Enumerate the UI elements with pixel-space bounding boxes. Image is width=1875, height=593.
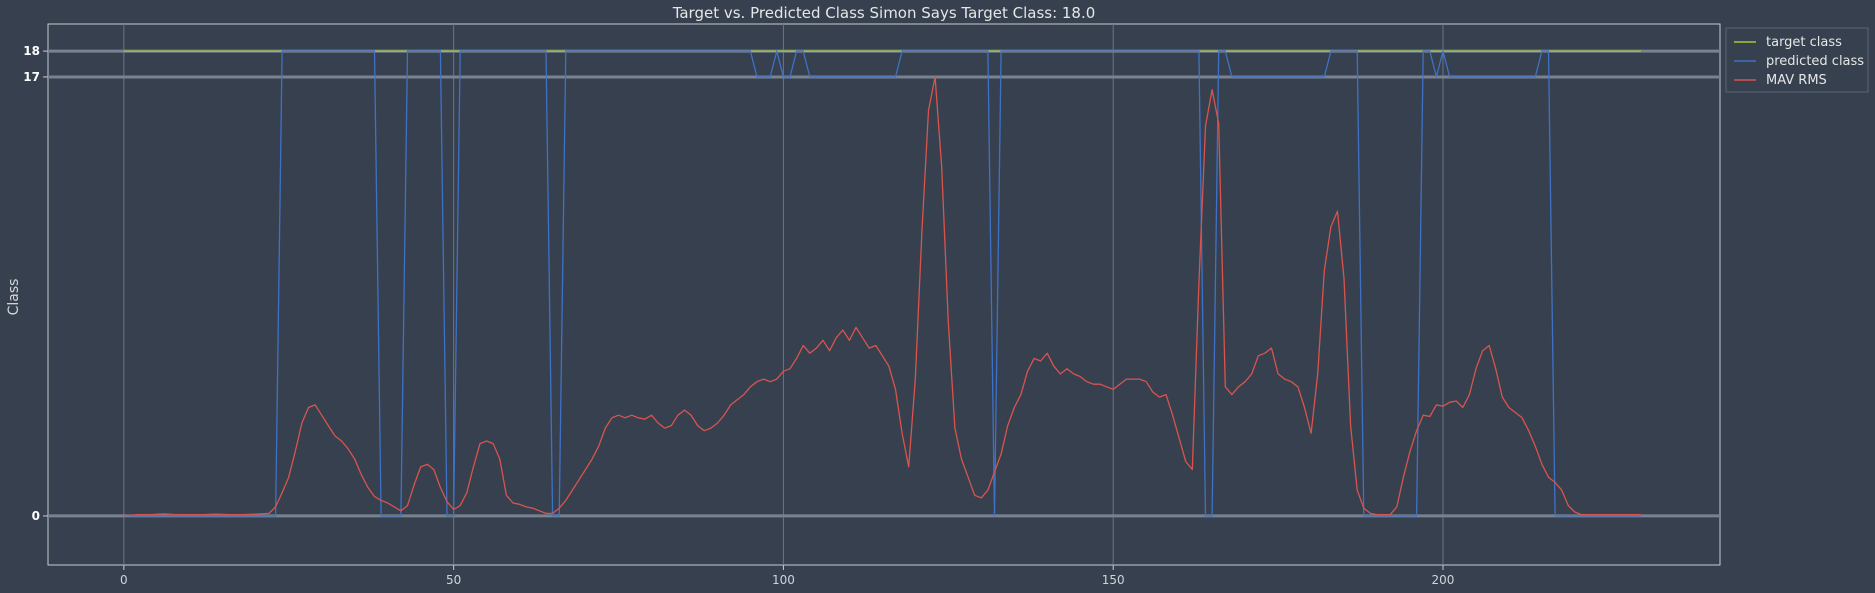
series-line-predicted-class: [123, 50, 1641, 517]
plot-area: [47, 23, 1721, 566]
legend-label: MAV RMS: [1766, 73, 1827, 88]
x-axis-ticks: 0 50 100 150 200: [120, 565, 1454, 587]
legend-label: predicted class: [1766, 54, 1864, 69]
series-layer: [123, 50, 1641, 517]
x-tick-label: 50: [446, 573, 461, 587]
x-tick-label: 100: [772, 573, 795, 587]
series-line-mav-rms: [123, 76, 1641, 517]
x-tick-label: 0: [120, 573, 128, 587]
y-axis-ticks: 0 17 18: [23, 44, 48, 523]
chart-title: Target vs. Predicted Class Simon Says Ta…: [672, 4, 1096, 22]
legend: target class predicted class MAV RMS: [1725, 27, 1869, 93]
legend-label: target class: [1766, 35, 1842, 50]
y-tick-label: 0: [32, 509, 40, 523]
legend-box: [1725, 27, 1869, 93]
y-tick-label: 18: [23, 44, 40, 58]
x-tick-label: 150: [1102, 573, 1125, 587]
y-axis-label: Class: [6, 279, 22, 316]
x-tick-label: 200: [1432, 573, 1455, 587]
y-tick-label: 17: [23, 70, 40, 84]
